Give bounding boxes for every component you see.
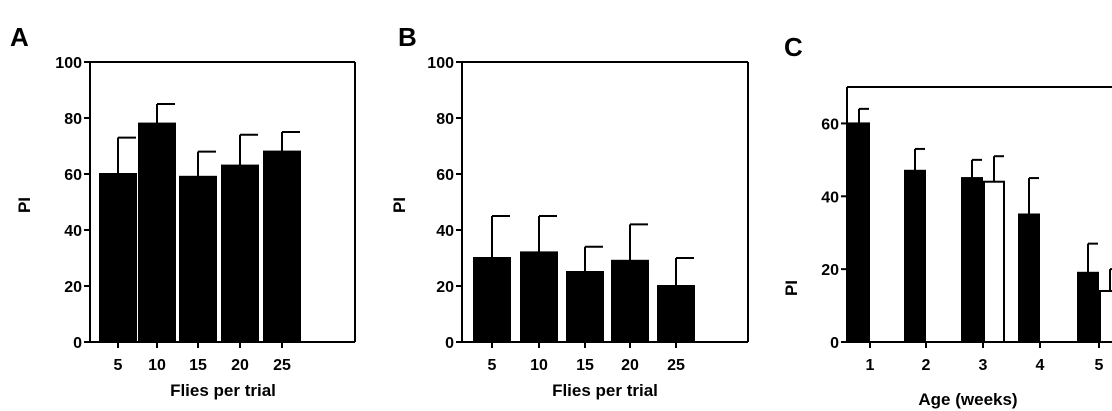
panel-c-xlabel: Age (weeks) — [918, 390, 1017, 409]
panel-a-xtick-label-0: 5 — [114, 357, 123, 374]
panel-a-xtick-label-1: 10 — [148, 357, 166, 374]
panel-b-ytick-label-5: 100 — [427, 55, 454, 72]
panel-a-xtick-label-2: 15 — [189, 357, 207, 374]
panel-b-xlabel: Flies per trial — [552, 381, 658, 400]
panel-b-bar-s0-3 — [611, 259, 649, 343]
panel-a-ytick-label-5: 100 — [55, 55, 82, 72]
panel-a-ytick-label-0: 0 — [73, 335, 82, 352]
panel-b-xtick-label-0: 5 — [488, 357, 497, 374]
panel-a-bar-s0-4 — [263, 150, 301, 343]
panel-c-bar-s1-4 — [1099, 290, 1112, 343]
panel-a-bar-s0-1 — [138, 122, 176, 343]
panel-c-xtick-label-4: 5 — [1095, 357, 1104, 374]
panel-c-xtick-label-2: 3 — [979, 357, 988, 374]
panel-b-xtick-label-3: 20 — [621, 357, 639, 374]
panel-b-xtick-label-1: 10 — [530, 357, 548, 374]
panel-c-bar-s0-1 — [904, 169, 926, 343]
panel-a-bar-s0-2 — [179, 175, 217, 343]
panel-b-ytick-label-1: 20 — [436, 279, 454, 296]
panel-a-bar-s0-0 — [99, 173, 137, 343]
panel-b-ytick-label-3: 60 — [436, 167, 454, 184]
panel-a-xtick-label-4: 25 — [273, 357, 291, 374]
panel-b: B Flies per trial PI 0 20 40 60 80 100 5 10 15 20… — [390, 22, 749, 400]
panel-a-ytick-label-3: 60 — [64, 167, 82, 184]
panel-c-bar-s0-3 — [1018, 213, 1040, 343]
panel-b-ylabel: PI — [390, 197, 409, 213]
panel-c-xtick-label-3: 4 — [1036, 357, 1045, 374]
panel-a-label: A — [10, 22, 29, 52]
panel-b-bar-s0-0 — [473, 257, 511, 343]
panel-c-ytick-label-3: 60 — [821, 116, 839, 133]
panel-c: C Age (weeks) PI 0 20 40 60 1 2 3 4 5 — [782, 32, 1112, 409]
panel-b-ytick-label-0: 0 — [445, 335, 454, 352]
panel-b-bar-s0-2 — [566, 271, 604, 343]
panel-b-bar-s0-4 — [657, 285, 695, 343]
panel-c-ytick-label-2: 40 — [821, 189, 839, 206]
panel-c-bar-s0-4 — [1077, 271, 1099, 343]
panel-b-bar-s0-1 — [520, 251, 558, 343]
panel-a-ytick-label-2: 40 — [64, 223, 82, 240]
panel-c-bar-s0-2 — [961, 177, 983, 343]
panel-a-xtick-label-3: 20 — [231, 357, 249, 374]
panel-a-bar-s0-3 — [221, 164, 259, 343]
panel-c-ytick-label-0: 0 — [830, 335, 839, 352]
panel-c-label: C — [784, 32, 803, 62]
panel-b-xtick-label-2: 15 — [576, 357, 594, 374]
panel-a-xlabel: Flies per trial — [170, 381, 276, 400]
panel-c-bar-s1-2 — [983, 180, 1005, 343]
panel-b-xtick-label-4: 25 — [667, 357, 685, 374]
panel-c-xtick-label-1: 2 — [922, 357, 931, 374]
panel-c-ytick-label-1: 20 — [821, 262, 839, 279]
panel-c-bar-s0-0 — [848, 122, 870, 343]
panel-b-ytick-label-2: 40 — [436, 223, 454, 240]
panel-a-ytick-label-1: 20 — [64, 279, 82, 296]
panel-c-ylabel: PI — [782, 280, 801, 296]
panel-b-ytick-label-4: 80 — [436, 111, 454, 128]
panel-a: A Flies per trial PI 0 20 40 60 80 100 5 10 15 20… — [10, 22, 356, 400]
panel-a-ylabel: PI — [15, 197, 34, 213]
panel-c-xtick-label-0: 1 — [866, 357, 875, 374]
panel-a-ytick-label-4: 80 — [64, 111, 82, 128]
panel-b-label: B — [398, 22, 417, 52]
